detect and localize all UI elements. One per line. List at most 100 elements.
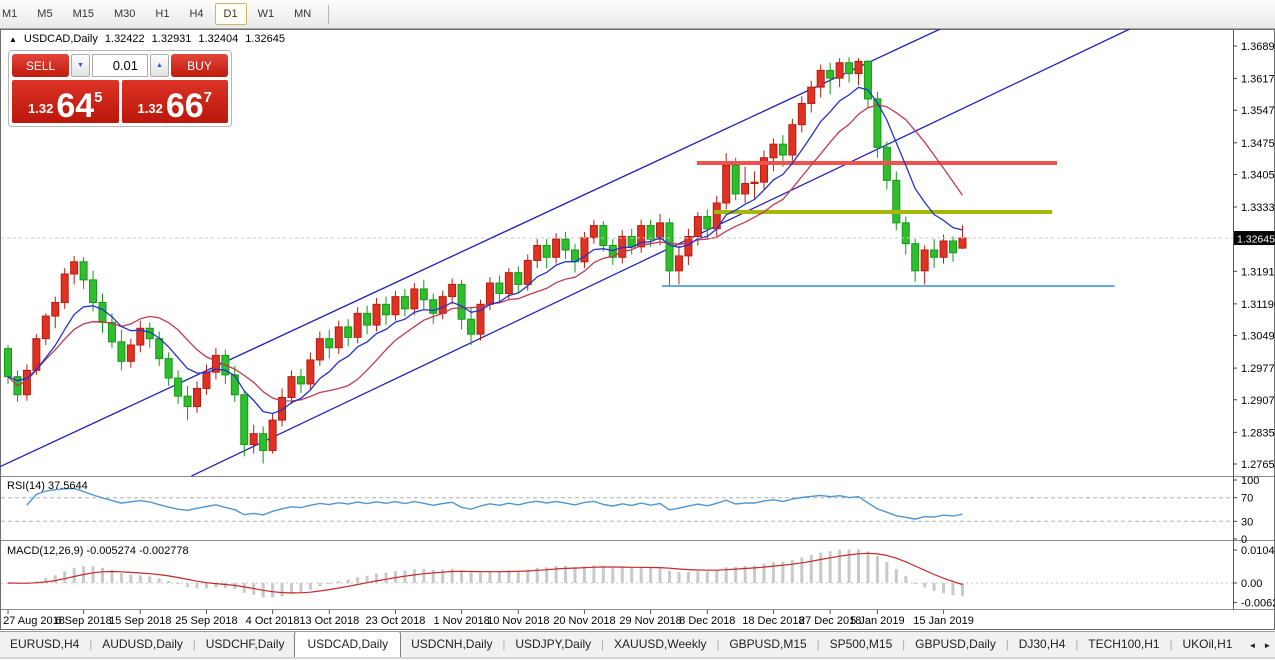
price-axis-label: 1.29070	[1241, 395, 1275, 407]
chart-symbol-period: USDCAD,Daily	[23, 33, 98, 45]
price-axis-label: 1.29770	[1241, 363, 1275, 375]
chart-tab-sp500-m15[interactable]: SP500,M15	[829, 637, 893, 651]
current-price-tag	[1234, 231, 1275, 246]
candles	[4, 57, 967, 464]
timeframe-button-h1[interactable]: H1	[155, 8, 170, 20]
price-axis-label: 1.35470	[1241, 105, 1275, 117]
tab-separator: |	[601, 639, 605, 651]
chart-tab-audusd-daily[interactable]: AUDUSD,Daily	[102, 637, 183, 651]
rsi-axis-label: 100	[1241, 475, 1259, 487]
chart-tab-usdcnh-daily[interactable]: USDCNH,Daily	[411, 637, 493, 651]
price-axis-label: 1.34750	[1241, 138, 1275, 150]
tab-separator: |	[902, 639, 906, 651]
price-axis-label: 1.36170	[1241, 74, 1275, 86]
chart-tab-usdjpy-daily[interactable]: USDJPY,Daily	[515, 637, 592, 651]
ask-price-base: 1.32	[137, 101, 163, 116]
date-axis-label: 10 Nov 2018	[487, 615, 549, 627]
price-axis-label: 1.31910	[1241, 266, 1275, 278]
bid-price-pip: 5	[94, 89, 103, 106]
date-axis-label: 13 Oct 2018	[299, 615, 359, 627]
date-axis-label: 27 Aug 2018	[3, 615, 65, 627]
one-click-trading-panel: SELL ▼ 0.01 ▲ BUY 1.32 64 5 1.32 66 7	[8, 50, 232, 127]
chart-tab-gbpusd-daily[interactable]: GBPUSD,Daily	[915, 637, 996, 651]
tab-separator: |	[716, 639, 720, 651]
timeframe-button-m5[interactable]: M5	[37, 8, 53, 20]
date-axis-label: 29 Nov 2018	[619, 615, 681, 627]
timeframe-button-m30[interactable]: M30	[113, 8, 136, 20]
macd-axis-label: -0.006218	[1241, 598, 1275, 610]
date-axis-label: 15 Sep 2018	[109, 615, 171, 627]
rsi-label: RSI(14) 37.5644	[7, 480, 88, 492]
chart-canvas[interactable]: 1.36890 1.36170 1.35470 1.34750 1.34050 1.333…	[0, 29, 1275, 631]
timeframe-button-w1[interactable]: W1	[257, 8, 275, 20]
date-axis-label: 5 Jan 2019	[850, 615, 904, 627]
fast-ma-line[interactable]	[7, 86, 963, 415]
chart-tab-gbpusd-m15[interactable]: GBPUSD,M15	[729, 637, 807, 651]
rsi-axis-label: 30	[1241, 516, 1253, 528]
date-axis-label: 23 Oct 2018	[365, 615, 425, 627]
price-axis-label: 1.27650	[1241, 459, 1275, 471]
timeframe-button-d1[interactable]: D1	[214, 3, 247, 25]
current-price-tag-text: 1.32645	[1237, 234, 1275, 246]
volume-decrease-button[interactable]: ▼	[71, 54, 90, 77]
tab-scroll-right-icon[interactable]: ►	[1263, 641, 1272, 650]
chart-tab-xauusd-weekly[interactable]: XAUUSD,Weekly	[614, 637, 707, 651]
tab-separator: |	[89, 639, 93, 651]
bid-price-base: 1.32	[28, 101, 54, 116]
collapse-arrow-icon[interactable]: ▲	[9, 34, 17, 44]
ask-price-pip: 7	[203, 89, 212, 106]
sell-button[interactable]: SELL	[12, 54, 69, 77]
chart-tab-eurusd-h4[interactable]: EURUSD,H4	[10, 637, 80, 651]
chart-tab-usdchf-daily[interactable]: USDCHF,Daily	[205, 637, 285, 651]
volume-increase-button[interactable]: ▲	[150, 54, 169, 77]
chart-tab-dj30-h4[interactable]: DJ30,H4	[1018, 637, 1066, 651]
tab-separator: |	[1075, 639, 1079, 651]
timeframe-button-mn[interactable]: MN	[294, 8, 312, 20]
timeframe-button-m1[interactable]: M1	[2, 8, 18, 20]
chart-tab-tech100-h1[interactable]: TECH100,H1	[1088, 637, 1160, 651]
ask-price-main: 66	[165, 87, 204, 126]
date-axis-label: 8 Dec 2018	[679, 615, 735, 627]
timeframe-toolbar: M1 M5 M15 M30 H1 H4 D1 W1 MN	[0, 0, 1275, 29]
timeframe-button-m15[interactable]: M15	[72, 8, 94, 20]
date-axis-label: 15 Jan 2019	[913, 615, 974, 627]
date-axis-label: 18 Dec 2018	[742, 615, 804, 627]
macd-signal-line	[7, 552, 963, 594]
tab-scroll-left-icon[interactable]: ◄	[1248, 641, 1257, 650]
chart-window: 1.36890 1.36170 1.35470 1.34750 1.34050 1.333…	[0, 29, 1275, 631]
symbol-tab-bar: EURUSD,H4 | AUDUSD,Daily | USDCHF,Daily USDCA…	[0, 631, 1275, 659]
tab-separator: |	[1169, 639, 1173, 651]
date-axis-label: 6 Sep 2018	[55, 615, 111, 627]
date-axis-label: 1 Nov 2018	[433, 615, 489, 627]
tab-separator: |	[1005, 639, 1009, 651]
bid-price-main: 64	[56, 87, 95, 126]
channel-lower[interactable]	[191, 29, 1130, 477]
date-axis-label: 27 Dec 2018	[799, 615, 861, 627]
macd-label: MACD(12,26,9) -0.005274 -0.002778	[7, 545, 189, 557]
volume-input[interactable]: 0.01	[92, 54, 148, 77]
price-axis-label: 1.33330	[1241, 202, 1275, 214]
price-axis-label: 1.30490	[1241, 331, 1275, 343]
price-axis-label: 1.36890	[1241, 41, 1275, 53]
chart-tab-usdcad-daily[interactable]: USDCAD,Daily	[294, 632, 402, 657]
toolbar-separator	[328, 4, 330, 24]
chart-tab-ukoil-h1[interactable]: UKOil,H1	[1182, 637, 1233, 651]
tab-separator: |	[192, 639, 196, 651]
ohlc-close: 1.32645	[245, 33, 285, 45]
chart-title: ▲ USDCAD,Daily 1.32422 1.32931 1.32404 1…	[9, 33, 285, 45]
timeframe-button-h4[interactable]: H4	[189, 8, 204, 20]
rsi-axis-label: 0	[1241, 534, 1247, 546]
macd-axis-label: 0.00	[1241, 578, 1262, 590]
buy-button[interactable]: BUY	[171, 54, 228, 77]
price-axis-label: 1.28350	[1241, 427, 1275, 439]
ask-quote-button[interactable]: 1.32 66 7	[121, 80, 228, 126]
tab-separator: |	[502, 639, 506, 651]
macd-axis-label: 0.010474	[1241, 545, 1275, 557]
price-axis-label: 1.34050	[1241, 169, 1275, 181]
rsi-line	[26, 487, 963, 520]
slow-ma-line[interactable]	[7, 104, 963, 402]
channel-upper[interactable]	[0, 29, 941, 468]
bid-quote-button[interactable]: 1.32 64 5	[12, 80, 119, 123]
tab-separator: |	[816, 639, 820, 651]
date-axis-label: 25 Sep 2018	[175, 615, 237, 627]
